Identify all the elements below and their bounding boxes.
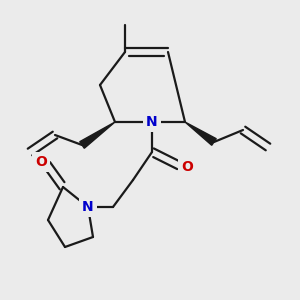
Text: N: N [82,200,94,214]
Text: O: O [35,155,47,169]
Polygon shape [185,122,216,145]
Text: N: N [146,115,158,129]
Text: O: O [181,160,193,174]
Polygon shape [80,122,115,148]
